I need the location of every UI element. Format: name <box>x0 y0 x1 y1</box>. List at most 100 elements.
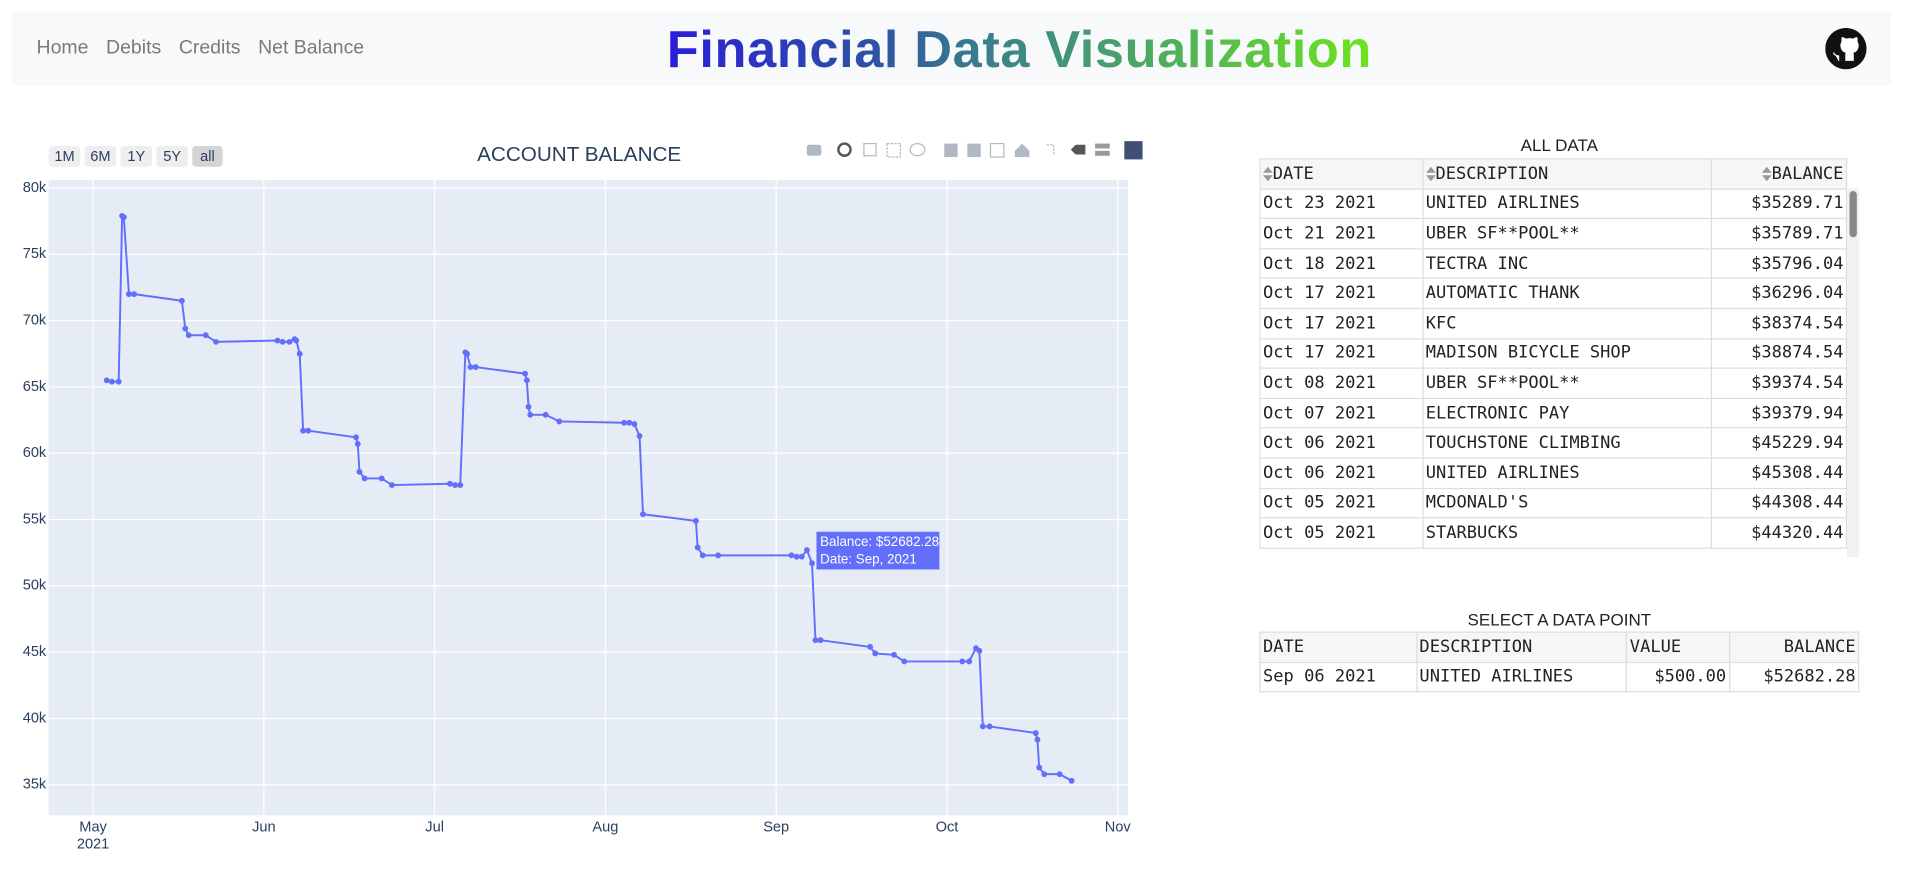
data-point[interactable] <box>185 332 192 339</box>
range-button[interactable] <box>84 146 117 167</box>
data-point[interactable] <box>353 434 359 441</box>
data-point[interactable] <box>788 552 795 559</box>
data-point[interactable] <box>457 482 464 488</box>
range-button[interactable] <box>156 146 188 167</box>
data-point[interactable] <box>817 637 824 644</box>
data-point[interactable] <box>108 378 115 385</box>
nav-link[interactable]: Home <box>36 37 89 59</box>
table-row[interactable]: Oct 06 2021 TOUCHSTONE CLIMBING $45229.94 <box>1259 427 1848 459</box>
data-point[interactable] <box>976 647 983 654</box>
data-point[interactable] <box>699 552 706 559</box>
data-point[interactable] <box>986 723 993 730</box>
data-point[interactable] <box>131 291 137 298</box>
scrollbar[interactable] <box>1847 188 1860 558</box>
range-button[interactable] <box>192 146 223 167</box>
table-row[interactable]: Oct 05 2021 STARBUCKS $44320.44 <box>1259 517 1848 549</box>
nav-link[interactable]: Credits <box>178 37 241 59</box>
sort-icon[interactable] <box>1425 166 1436 182</box>
data-point[interactable] <box>1032 730 1039 736</box>
nav-link[interactable]: Debits <box>106 37 162 59</box>
range-button-label[interactable]: 6M <box>90 149 110 165</box>
data-point[interactable] <box>626 419 633 426</box>
table-row[interactable]: Oct 18 2021 TECTRA INC $35796.04 <box>1259 247 1848 280</box>
data-point[interactable] <box>798 553 805 560</box>
table-row[interactable]: Oct 23 2021 UNITED AIRLINES $35289.71 <box>1259 188 1848 220</box>
data-point[interactable] <box>354 441 361 447</box>
data-point[interactable] <box>867 643 874 650</box>
range-button-label[interactable]: 1M <box>54 149 74 165</box>
data-point[interactable] <box>305 427 312 434</box>
data-point[interactable] <box>979 723 986 730</box>
data-point[interactable] <box>556 418 563 425</box>
data-point[interactable] <box>966 658 973 665</box>
table-row[interactable]: Oct 17 2021 AUTOMATIC THANK $36296.04 <box>1259 277 1848 310</box>
data-point[interactable] <box>694 544 701 551</box>
data-point[interactable] <box>522 370 529 377</box>
data-point[interactable] <box>891 651 897 658</box>
data-point[interactable] <box>692 517 699 524</box>
data-point[interactable] <box>621 419 628 426</box>
data-point[interactable] <box>356 468 363 475</box>
table-row[interactable]: Oct 08 2021 UBER SF**POOL** $39374.54 <box>1259 367 1848 399</box>
data-point[interactable] <box>361 475 368 482</box>
github-icon[interactable] <box>1825 27 1867 70</box>
data-point[interactable] <box>274 337 281 344</box>
data-point[interactable] <box>115 378 122 385</box>
data-point[interactable] <box>812 637 819 644</box>
data-point[interactable] <box>103 377 110 384</box>
data-point[interactable] <box>525 403 532 410</box>
select-icon[interactable] <box>886 142 902 158</box>
data-point[interactable] <box>1034 736 1041 743</box>
data-point[interactable] <box>120 214 127 221</box>
reset-icon[interactable] <box>1014 143 1030 157</box>
sort-icon[interactable] <box>1761 166 1772 182</box>
data-point[interactable] <box>378 475 385 482</box>
data-point[interactable] <box>901 658 908 665</box>
nav-link[interactable]: Net Balance <box>258 37 365 59</box>
plotly-logo[interactable] <box>1124 141 1143 160</box>
data-point[interactable] <box>631 421 638 427</box>
data-point[interactable] <box>452 482 459 488</box>
sort-icon[interactable] <box>1263 166 1273 182</box>
table-row[interactable]: Sep 06 2021 UNITED AIRLINES $500.00 $52682.… <box>1259 661 1860 693</box>
data-point[interactable] <box>467 364 474 370</box>
table-row[interactable]: Oct 17 2021 MADISON BICYCLE SHOP $38874.54 <box>1259 337 1848 369</box>
data-point[interactable] <box>959 658 966 665</box>
autoscale-icon[interactable] <box>989 142 1005 158</box>
table-row[interactable]: Oct 21 2021 UBER SF**POOL** $35789.71 <box>1259 218 1848 250</box>
data-point[interactable] <box>178 297 185 304</box>
pan-icon[interactable] <box>863 142 877 157</box>
data-point[interactable] <box>293 337 300 344</box>
zoom-out-icon[interactable] <box>967 143 981 157</box>
column-header[interactable]: DESCRIPTION <box>1422 158 1713 190</box>
data-point[interactable] <box>202 332 209 339</box>
table-row[interactable]: Oct 07 2021 ELECTRONIC PAY $39379.94 <box>1259 397 1848 429</box>
data-point[interactable] <box>640 511 646 518</box>
data-point[interactable] <box>542 411 549 418</box>
camera-icon[interactable] <box>806 144 822 156</box>
data-point[interactable] <box>1036 764 1043 771</box>
zoom-icon[interactable] <box>837 142 852 157</box>
table-row[interactable]: Oct 05 2021 MCDONALD'S $44308.44 <box>1259 487 1848 519</box>
data-point[interactable] <box>636 433 643 439</box>
range-button-label[interactable]: all <box>200 149 215 165</box>
data-point[interactable] <box>126 291 132 298</box>
data-point[interactable] <box>182 325 189 332</box>
data-point[interactable] <box>1041 771 1048 778</box>
table-row[interactable]: Oct 06 2021 UNITED AIRLINES $45308.44 <box>1259 457 1848 489</box>
spike-icon[interactable] <box>1046 144 1055 156</box>
data-point[interactable] <box>527 411 534 418</box>
range-button[interactable] <box>48 146 81 167</box>
range-button[interactable] <box>120 146 153 167</box>
data-point[interactable] <box>803 547 810 553</box>
data-point[interactable] <box>279 338 286 345</box>
data-point[interactable] <box>523 377 530 384</box>
data-point[interactable] <box>286 338 293 345</box>
data-point[interactable] <box>464 350 470 357</box>
data-point[interactable] <box>872 650 879 657</box>
data-point[interactable] <box>715 552 722 559</box>
data-point[interactable] <box>472 364 479 370</box>
hover-closest-icon[interactable] <box>1070 144 1086 155</box>
hover-compare-icon[interactable] <box>1095 143 1110 149</box>
data-point[interactable] <box>809 560 815 567</box>
